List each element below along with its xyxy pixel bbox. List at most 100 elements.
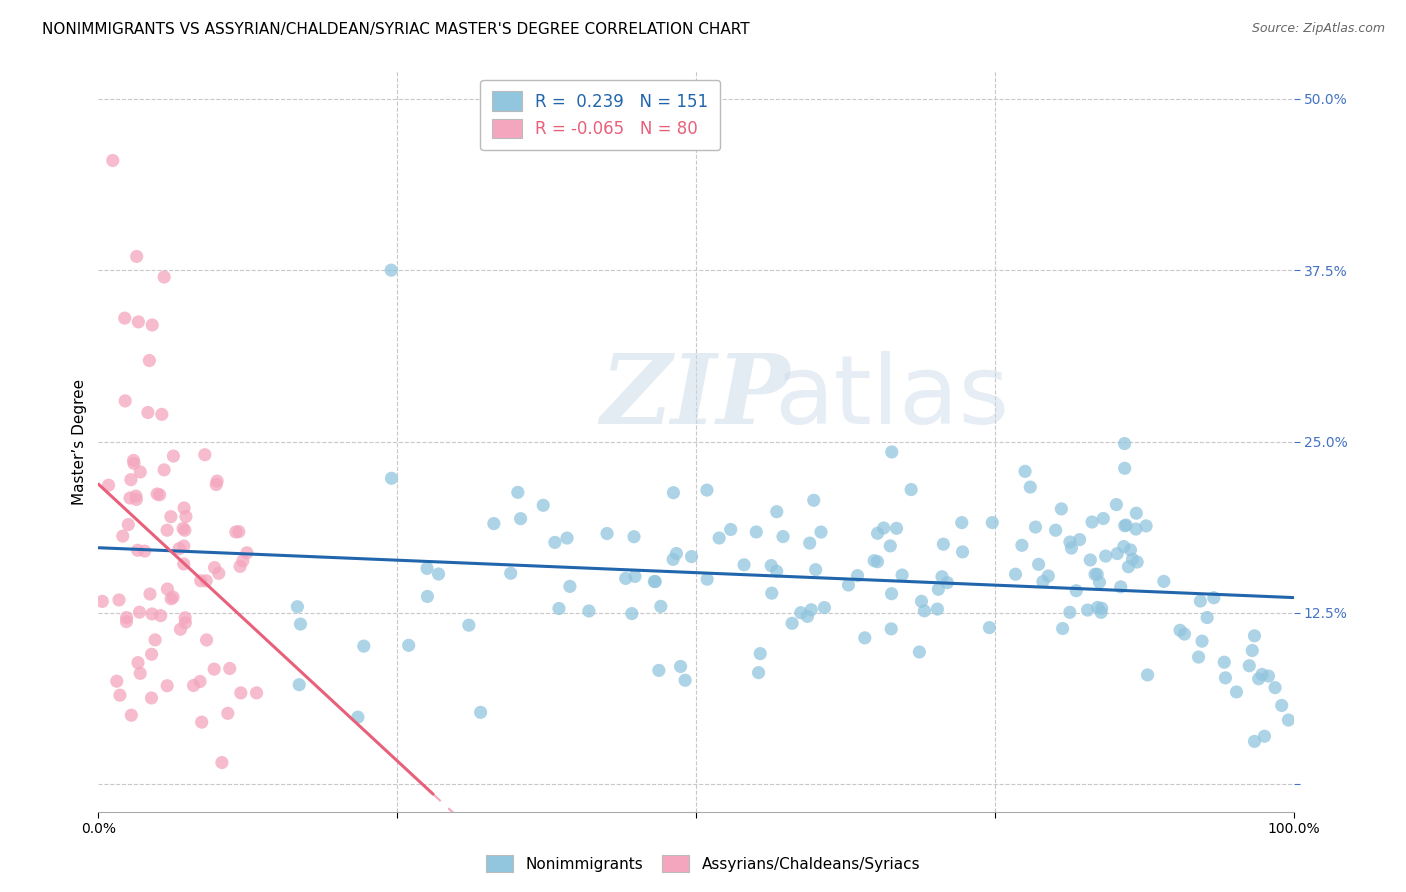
Point xyxy=(108,593,131,607)
Point xyxy=(1090,605,1112,619)
Point xyxy=(1052,622,1074,636)
Point xyxy=(169,622,191,636)
Point xyxy=(416,590,439,604)
Point xyxy=(531,498,554,512)
Point xyxy=(846,568,869,582)
Point xyxy=(173,557,195,571)
Point xyxy=(1125,522,1147,536)
Point xyxy=(125,250,148,264)
Point xyxy=(548,601,571,615)
Point xyxy=(720,523,742,537)
Point xyxy=(620,607,643,621)
Point xyxy=(1153,574,1175,589)
Point xyxy=(800,603,823,617)
Point xyxy=(167,541,190,556)
Point xyxy=(229,559,252,574)
Point xyxy=(141,647,163,661)
Point xyxy=(1107,547,1129,561)
Point xyxy=(114,311,136,326)
Point xyxy=(669,659,692,673)
Point xyxy=(1114,461,1136,475)
Point xyxy=(141,318,163,332)
Point xyxy=(927,582,949,597)
Point xyxy=(427,567,450,582)
Point xyxy=(790,606,813,620)
Point xyxy=(205,474,228,488)
Point xyxy=(1011,538,1033,552)
Y-axis label: Master’s Degree: Master’s Degree xyxy=(72,378,87,505)
Point xyxy=(555,531,578,545)
Point xyxy=(1091,601,1114,615)
Point xyxy=(643,574,665,589)
Point xyxy=(134,544,156,558)
Point xyxy=(202,662,225,676)
Point xyxy=(900,483,922,497)
Point xyxy=(153,270,176,285)
Text: atlas: atlas xyxy=(773,351,1008,443)
Point xyxy=(796,609,818,624)
Point xyxy=(1088,575,1111,590)
Point xyxy=(141,690,163,705)
Point xyxy=(174,615,197,630)
Point xyxy=(1125,506,1147,520)
Point xyxy=(1277,713,1299,727)
Point xyxy=(1243,734,1265,748)
Point xyxy=(544,535,567,549)
Point xyxy=(398,638,420,652)
Point xyxy=(799,536,821,550)
Point xyxy=(1119,543,1142,558)
Point xyxy=(979,621,1001,635)
Point xyxy=(150,408,173,422)
Point xyxy=(195,632,218,647)
Point xyxy=(232,554,254,568)
Point xyxy=(908,645,931,659)
Point xyxy=(749,647,772,661)
Point xyxy=(804,563,827,577)
Point xyxy=(195,574,218,588)
Point xyxy=(117,517,139,532)
Point xyxy=(644,574,666,589)
Legend: Nonimmigrants, Assyrians/Chaldeans/Syriacs: Nonimmigrants, Assyrians/Chaldeans/Syria… xyxy=(478,847,928,880)
Point xyxy=(910,594,932,608)
Point xyxy=(101,153,124,168)
Point xyxy=(156,582,179,596)
Point xyxy=(803,493,825,508)
Point xyxy=(156,523,179,537)
Point xyxy=(1239,658,1261,673)
Point xyxy=(1114,518,1136,533)
Point xyxy=(1118,559,1140,574)
Point xyxy=(288,678,311,692)
Point xyxy=(1032,574,1054,589)
Point xyxy=(681,549,703,564)
Point xyxy=(1038,569,1060,583)
Point xyxy=(1109,580,1132,594)
Point xyxy=(174,611,197,625)
Point xyxy=(1092,511,1115,525)
Point xyxy=(1173,627,1195,641)
Point xyxy=(173,524,195,538)
Point xyxy=(136,405,159,419)
Point xyxy=(114,393,136,408)
Point xyxy=(648,664,671,678)
Point xyxy=(380,471,402,485)
Point xyxy=(623,530,645,544)
Point xyxy=(614,571,637,585)
Point xyxy=(1253,729,1275,743)
Point xyxy=(1126,555,1149,569)
Point xyxy=(1189,594,1212,608)
Point xyxy=(1078,553,1101,567)
Point xyxy=(981,516,1004,530)
Point xyxy=(208,566,231,581)
Point xyxy=(353,639,375,653)
Point xyxy=(173,539,195,553)
Point xyxy=(156,679,179,693)
Point xyxy=(866,526,889,541)
Point xyxy=(1136,668,1159,682)
Point xyxy=(506,485,529,500)
Point xyxy=(470,706,492,720)
Point xyxy=(1225,685,1247,699)
Point xyxy=(696,483,718,497)
Point xyxy=(1085,567,1108,582)
Point xyxy=(149,608,172,623)
Point xyxy=(932,537,955,551)
